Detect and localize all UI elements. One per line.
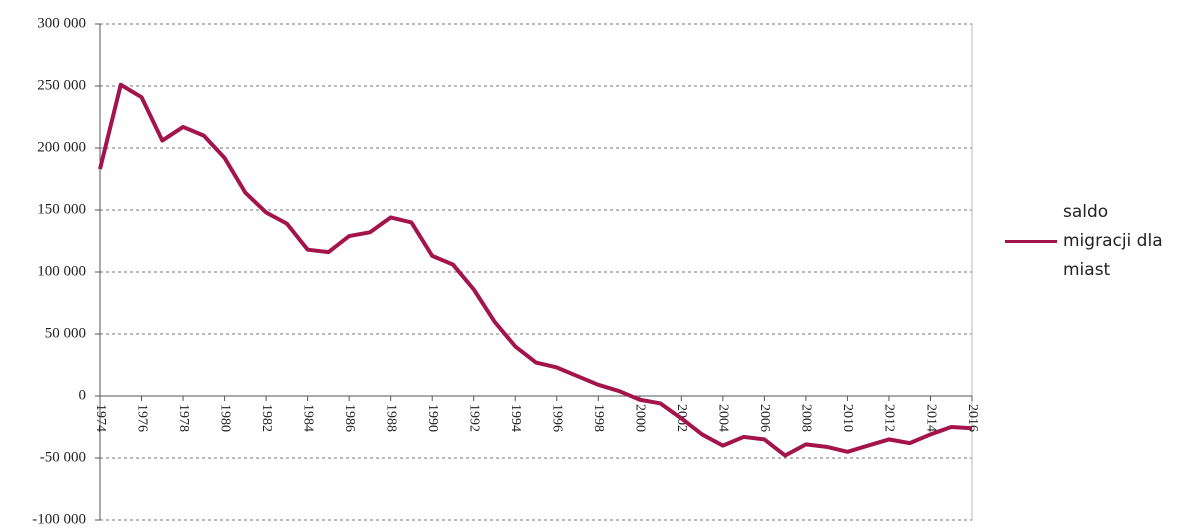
- x-tick-label: 1990: [425, 404, 440, 432]
- legend-label: saldo migracji dla miast: [1063, 202, 1163, 280]
- x-tick-label: 2006: [757, 404, 772, 432]
- y-tick-label: 250 000: [37, 77, 86, 93]
- y-tick-label: 300 000: [37, 15, 86, 31]
- x-tick-label: 1980: [217, 404, 232, 432]
- x-tick-label: 1978: [176, 404, 191, 432]
- x-tick-label: 1984: [300, 404, 315, 432]
- y-tick-label: -50 000: [40, 449, 86, 465]
- x-tick-label: 1976: [134, 404, 149, 432]
- x-tick-label: 1998: [591, 404, 606, 432]
- x-tick-label: 1996: [550, 404, 565, 432]
- x-tick-label: 2010: [840, 404, 855, 432]
- x-tick-label: 1988: [383, 404, 398, 432]
- y-tick-label: 50 000: [45, 325, 86, 341]
- x-tick-label: 1982: [259, 404, 274, 432]
- legend: saldo migracji dla miast: [1005, 198, 1180, 285]
- y-tick-label: 150 000: [37, 201, 86, 217]
- y-tick-label: 0: [79, 387, 87, 403]
- series-line: [98, 82, 973, 458]
- legend-swatch: [1005, 240, 1057, 243]
- x-tick-label: 2016: [965, 404, 980, 432]
- y-tick-label: -100 000: [32, 511, 86, 527]
- x-tick-label: 2014: [923, 404, 938, 432]
- x-tick-label: 2012: [882, 404, 897, 432]
- x-tick-label: 1994: [508, 404, 523, 432]
- x-tick-label: 1992: [466, 404, 481, 432]
- x-tick-label: 2000: [633, 404, 648, 432]
- x-tick-label: 1986: [342, 404, 357, 432]
- x-tick-label: 2008: [799, 404, 814, 432]
- x-tick-label: 1974: [93, 404, 108, 432]
- x-tick-label: 2004: [716, 404, 731, 432]
- y-tick-label: 200 000: [37, 139, 86, 155]
- y-tick-label: 100 000: [37, 263, 86, 279]
